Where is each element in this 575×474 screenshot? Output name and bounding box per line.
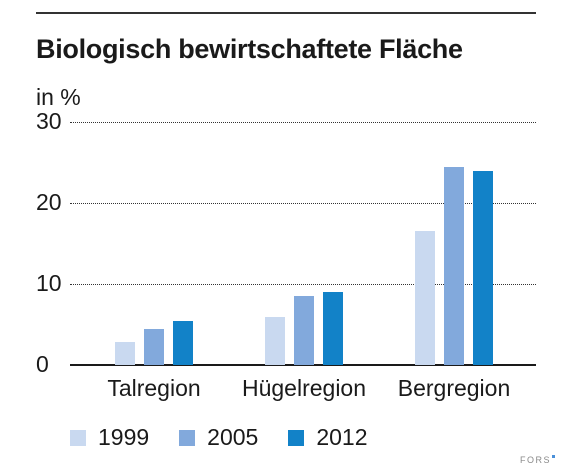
bar-2005-0 xyxy=(144,329,164,365)
bar-2012-0 xyxy=(173,321,193,365)
legend-label: 2005 xyxy=(207,424,259,450)
legend-item: 2005 xyxy=(179,424,258,451)
top-rule xyxy=(36,12,536,14)
x-axis-baseline xyxy=(70,364,536,366)
legend-item: 1999 xyxy=(70,424,149,451)
chart-title: Biologisch bewirtschaftete Fläche xyxy=(36,34,463,64)
gridline xyxy=(70,284,536,285)
legend-label: 1999 xyxy=(98,424,150,450)
x-tick-label: Talregion xyxy=(107,375,201,401)
fors-logo-dot xyxy=(552,455,555,458)
legend-item: 2012 xyxy=(288,424,368,451)
bar-2012-2 xyxy=(473,170,493,365)
gridline xyxy=(70,203,536,204)
y-axis-label: in % xyxy=(36,84,81,110)
legend-swatch xyxy=(288,429,305,446)
legend-label: 2012 xyxy=(316,424,368,450)
y-tick-label: 0 xyxy=(36,351,49,377)
legend-swatch xyxy=(179,429,196,446)
bar-1999-2 xyxy=(415,231,435,365)
y-tick-label: 30 xyxy=(36,108,62,134)
legend: 1999 2005 2012 xyxy=(70,424,398,451)
x-tick-label: Hügelregion xyxy=(241,375,367,401)
bar-1999-1 xyxy=(265,317,285,365)
bar-2005-1 xyxy=(294,296,314,365)
bar-2012-1 xyxy=(323,292,343,365)
bar-2005-2 xyxy=(444,166,464,365)
x-tick-label: Bergregion xyxy=(397,375,511,401)
legend-swatch xyxy=(70,429,86,446)
y-tick-label: 20 xyxy=(36,189,62,215)
gridline xyxy=(70,122,536,123)
fors-logo: FORS xyxy=(520,455,555,465)
y-tick-label: 10 xyxy=(36,270,62,296)
bar-1999-0 xyxy=(115,342,135,365)
